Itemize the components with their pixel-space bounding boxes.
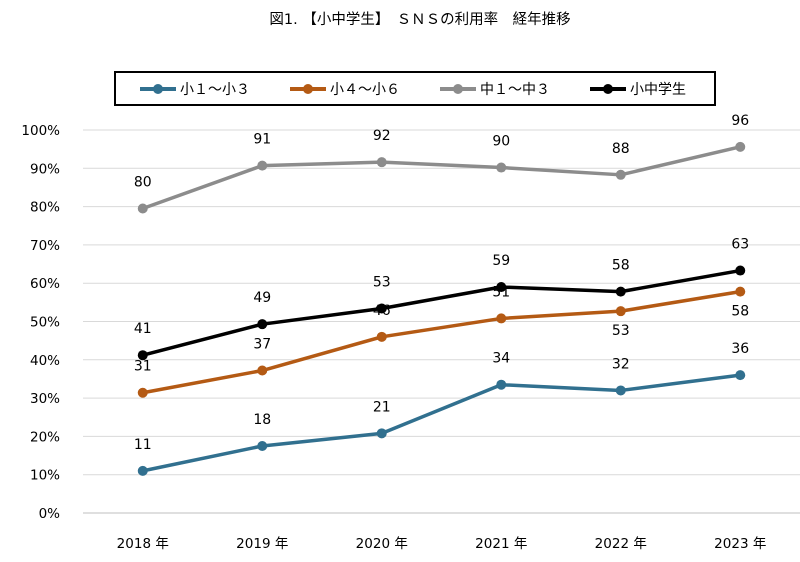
data-label: 34 xyxy=(492,351,510,367)
series-line xyxy=(142,145,741,211)
legend-label: 中１～中３ xyxy=(480,82,550,98)
series-line xyxy=(142,289,741,395)
data-point xyxy=(257,160,268,171)
data-labels: 11 18 21 34 32 36 31 37 46 51 53 58 80 91 92 90 88 96 41 49… xyxy=(134,113,749,453)
data-label: 88 xyxy=(612,141,630,157)
data-point xyxy=(257,440,268,451)
y-tick-label: 60% xyxy=(30,276,60,292)
data-point xyxy=(376,157,387,168)
data-label: 32 xyxy=(612,356,630,372)
data-label: 58 xyxy=(612,258,630,274)
x-tick-label: 2020 年 xyxy=(356,536,408,552)
legend-label: 小中学生 xyxy=(630,82,686,98)
data-point xyxy=(615,169,626,180)
data-point xyxy=(615,385,626,396)
data-point xyxy=(735,370,746,381)
data-label: 51 xyxy=(492,284,510,300)
data-point xyxy=(496,313,507,324)
data-point xyxy=(137,387,148,398)
x-tick-label: 2023 年 xyxy=(714,536,766,552)
data-point xyxy=(496,162,507,173)
series-0 xyxy=(137,370,746,476)
data-point xyxy=(137,350,148,361)
data-point xyxy=(257,319,268,330)
gridlines xyxy=(83,129,800,514)
data-label: 21 xyxy=(373,399,391,415)
data-label: 90 xyxy=(492,134,510,150)
data-label: 53 xyxy=(612,323,630,339)
y-tick-label: 40% xyxy=(30,353,60,369)
data-point xyxy=(137,203,148,214)
data-point xyxy=(496,282,507,293)
series-line xyxy=(142,268,741,357)
data-label: 36 xyxy=(731,341,749,357)
data-label: 92 xyxy=(373,128,391,144)
series-3 xyxy=(137,265,746,361)
y-tick-label: 10% xyxy=(30,468,60,484)
legend-marker xyxy=(303,84,313,94)
y-tick-label: 80% xyxy=(30,200,60,216)
y-tick-label: 20% xyxy=(30,429,60,445)
y-tick-label: 100% xyxy=(21,123,60,139)
data-label: 53 xyxy=(373,274,391,290)
data-point xyxy=(615,286,626,297)
data-label: 11 xyxy=(134,437,152,453)
data-label: 18 xyxy=(253,412,271,428)
data-label: 96 xyxy=(731,113,749,129)
y-tick-label: 70% xyxy=(30,238,60,254)
y-tick-label: 50% xyxy=(30,315,60,331)
data-label: 41 xyxy=(134,321,152,337)
x-tick-label: 2019 年 xyxy=(236,536,288,552)
y-tick-label: 30% xyxy=(30,391,60,407)
y-tick-label: 90% xyxy=(30,161,60,177)
data-point xyxy=(735,265,746,276)
data-label: 46 xyxy=(373,303,391,319)
x-axis: 2018 年 2019 年 2020 年 2021 年 2022 年 2023 年 xyxy=(117,536,767,552)
x-tick-label: 2021 年 xyxy=(475,536,527,552)
legend-label: 小４～小６ xyxy=(330,82,400,98)
data-point xyxy=(137,465,148,476)
series-line xyxy=(142,373,741,473)
data-point xyxy=(496,379,507,390)
series-1 xyxy=(137,286,746,398)
data-point xyxy=(735,141,746,152)
x-tick-label: 2018 年 xyxy=(117,536,169,552)
data-point xyxy=(735,286,746,297)
data-label: 59 xyxy=(492,253,510,269)
data-point xyxy=(257,365,268,376)
data-label: 58 xyxy=(731,304,749,320)
series-lines xyxy=(137,141,746,476)
data-point xyxy=(376,303,387,314)
chart-title: 図1. 【小中学生】 ＳＮＳの利用率 経年推移 xyxy=(269,11,570,28)
legend-marker xyxy=(603,84,613,94)
data-point xyxy=(615,306,626,317)
legend-label: 小１～小３ xyxy=(180,82,250,98)
series-2 xyxy=(137,141,746,214)
legend-marker xyxy=(153,84,163,94)
data-point xyxy=(376,428,387,439)
y-tick-label: 0% xyxy=(39,506,61,522)
data-label: 49 xyxy=(253,290,271,306)
data-point xyxy=(376,331,387,342)
legend-marker xyxy=(453,84,463,94)
data-label: 63 xyxy=(731,237,749,253)
x-tick-label: 2022 年 xyxy=(595,536,647,552)
data-label: 91 xyxy=(253,132,271,148)
legend: 小１～小３ 小４～小６ 中１～中３ 小中学生 xyxy=(140,82,686,98)
data-label: 80 xyxy=(134,175,152,191)
data-label: 37 xyxy=(253,337,271,353)
data-label: 31 xyxy=(134,359,152,375)
y-axis: 0% 10% 20% 30% 40% 50% 60% 70% 80% 90% 100% xyxy=(21,123,60,522)
